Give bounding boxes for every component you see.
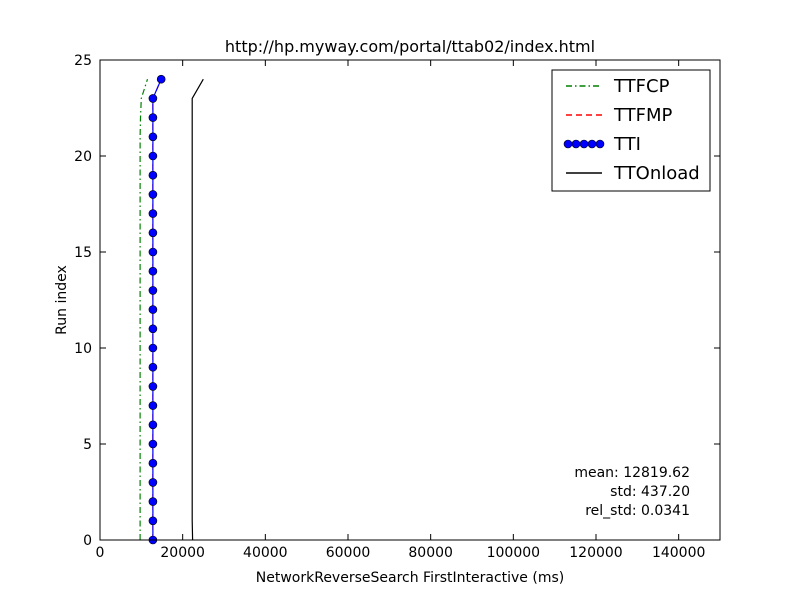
x-axis-title: NetworkReverseSearch FirstInteractive (m… (256, 570, 564, 586)
stat-std: std: 437.20 (610, 484, 690, 500)
tti-point-20 (148, 151, 158, 161)
legend-item-ttfmp: TTFMP (566, 105, 673, 126)
tti-point-7 (148, 401, 158, 410)
series-ttfcp (139, 79, 149, 540)
x-tick-label-3: 60000 (326, 545, 371, 561)
y-tick-label-0: 0 (83, 533, 92, 549)
tti-point-24 (156, 74, 166, 84)
tti-point-2 (148, 497, 158, 506)
tti-point-6 (148, 420, 158, 430)
tti-point-19 (148, 170, 158, 180)
y-tick-label-3: 15 (74, 245, 92, 261)
tti-point-1 (148, 516, 158, 526)
y-tick-label-4: 20 (74, 149, 92, 165)
legend-items: TTFCP TTFMP TTI TTOnload (563, 76, 700, 184)
legend-marker-2 (579, 139, 589, 149)
tti-point-23 (148, 94, 158, 103)
tti-point-15 (148, 247, 158, 257)
tti-point-4 (148, 458, 158, 468)
series-line-ttfcp (139, 79, 149, 540)
legend-item-tti: TTI (563, 134, 641, 155)
tti-point-10 (148, 343, 158, 353)
x-tick-label-2: 40000 (243, 545, 288, 561)
y-tick-label-2: 10 (74, 341, 92, 357)
legend-label-tti: TTI (613, 134, 641, 155)
plot-frame (99, 59, 721, 541)
tti-point-17 (148, 209, 158, 218)
tti-point-18 (148, 190, 158, 199)
tti-point-13 (148, 286, 158, 295)
legend-marker-0 (563, 139, 573, 149)
chart-title: http://hp.myway.com/portal/ttab02/index.… (225, 37, 595, 56)
x-tick-label-0: 0 (96, 545, 105, 561)
tti-point-3 (148, 478, 158, 487)
x-tick-label-7: 140000 (652, 545, 705, 561)
tti-point-21 (148, 132, 158, 142)
tti-point-22 (148, 113, 158, 122)
x-tick-label-4: 80000 (408, 545, 453, 561)
legend-marker-3 (587, 139, 597, 149)
x-tick-label-1: 20000 (160, 545, 205, 561)
tti-point-5 (148, 439, 158, 449)
series-ttonload (191, 78, 204, 541)
legend-item-ttfcp: TTFCP (566, 76, 670, 97)
legend-label-ttfmp: TTFMP (613, 105, 673, 126)
tti-point-14 (148, 266, 158, 276)
series-line-ttonload (191, 78, 204, 541)
x-tick-label-6: 120000 (569, 545, 622, 561)
stats-annotation: mean: 12819.62 std: 437.20 rel_std: 0.03… (574, 465, 690, 519)
tti-point-11 (148, 324, 158, 334)
tti-point-12 (148, 305, 158, 314)
y-tick-label-5: 25 (74, 53, 92, 69)
legend-marker-4 (595, 139, 605, 149)
tti-point-9 (148, 362, 158, 372)
y-axis-title: Run index (54, 265, 70, 335)
legend-label-ttfcp: TTFCP (613, 76, 670, 97)
series-tti (148, 74, 166, 545)
legend-label-ttonload: TTOnload (613, 163, 700, 184)
x-tick-label-5: 100000 (487, 545, 540, 561)
stat-rel-std: rel_std: 0.0341 (585, 503, 690, 519)
legend-box (551, 69, 711, 192)
tti-point-16 (148, 228, 158, 238)
legend-marker-1 (571, 139, 581, 149)
series-layer (139, 74, 204, 545)
stat-mean: mean: 12819.62 (574, 465, 690, 481)
legend: TTFCP TTFMP TTI TTOnload (551, 69, 711, 192)
tti-point-8 (148, 382, 158, 391)
y-tick-label-1: 5 (83, 437, 92, 453)
ticks-layer: 0 20000 40000 60000 80000 100000 120000 140000 0… (74, 53, 720, 561)
legend-item-ttonload: TTOnload (566, 163, 700, 184)
